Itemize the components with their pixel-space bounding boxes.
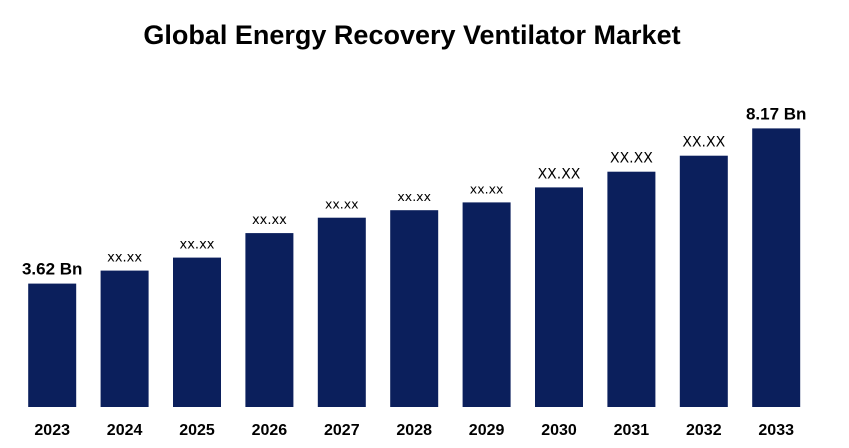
data-label-2025: xx.xx: [180, 238, 215, 253]
x-tick-2032: 2032: [686, 422, 722, 439]
x-tick-2023: 2023: [34, 422, 70, 439]
data-label-2028: xx.xx: [397, 189, 431, 204]
bar-2026: [245, 233, 294, 407]
x-tick-2033: 2033: [758, 422, 794, 439]
x-tick-2024: 2024: [107, 422, 143, 439]
x-tick-2028: 2028: [396, 422, 432, 439]
bar-2023: [28, 283, 77, 407]
data-label-2029: xx.xx: [470, 181, 504, 196]
x-tick-2026: 2026: [252, 422, 288, 439]
data-label-2023: 3.62 Bn: [22, 260, 82, 279]
x-tick-labels: 2023 2024 2025 2026 2027 2028 2029 2030 2031 2032…: [34, 422, 794, 439]
bar-2024: [100, 270, 149, 407]
bar-2030: [535, 187, 583, 407]
chart-title: Global Energy Recovery Ventilator Market: [143, 20, 680, 50]
data-label-2033: 8.17 Bn: [746, 104, 806, 123]
bar-2033: [752, 128, 801, 407]
data-labels: 3.62 Bn xx.xx xx.xx xx.xx xx.xx xx.xx xx.xx XX.…: [22, 104, 806, 278]
bars: [28, 128, 801, 407]
x-tick-2025: 2025: [179, 422, 215, 439]
bar-2029: [462, 202, 511, 407]
x-tick-2030: 2030: [541, 422, 577, 439]
data-label-2030: XX.XX: [538, 166, 581, 182]
bar-2027: [317, 217, 366, 407]
data-label-2032: XX.XX: [682, 135, 725, 151]
x-tick-2031: 2031: [614, 422, 650, 439]
data-label-2031: XX.XX: [610, 151, 653, 167]
x-tick-2029: 2029: [469, 422, 505, 439]
bar-2032: [679, 155, 728, 407]
bar-2025: [173, 257, 221, 407]
bar-2028: [390, 210, 439, 407]
data-label-2024: xx.xx: [107, 251, 142, 266]
data-label-2027: xx.xx: [325, 197, 359, 212]
x-tick-2027: 2027: [324, 422, 360, 439]
data-label-2026: xx.xx: [252, 213, 287, 228]
bar-2031: [607, 171, 656, 407]
